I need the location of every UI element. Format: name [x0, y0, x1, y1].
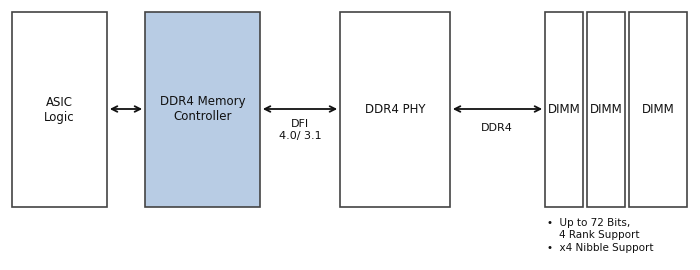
- Text: DIMM: DIMM: [642, 103, 674, 116]
- Bar: [587, 12, 625, 207]
- Text: DIMM: DIMM: [547, 103, 580, 116]
- Text: DDR4: DDR4: [481, 123, 513, 133]
- Bar: [545, 12, 583, 207]
- Bar: [145, 12, 260, 207]
- Bar: [12, 12, 107, 207]
- Text: DIMM: DIMM: [589, 103, 622, 116]
- Text: •  x4 Nibble Support: • x4 Nibble Support: [547, 243, 654, 253]
- Text: DFI
4.0/ 3.1: DFI 4.0/ 3.1: [279, 119, 321, 141]
- Text: DDR4 Memory
Controller: DDR4 Memory Controller: [160, 96, 245, 123]
- Text: •  Up to 72 Bits,: • Up to 72 Bits,: [547, 218, 630, 228]
- Bar: [340, 12, 450, 207]
- Text: 4 Rank Support: 4 Rank Support: [559, 230, 640, 240]
- Bar: [629, 12, 687, 207]
- Text: ASIC
Logic: ASIC Logic: [44, 96, 75, 123]
- Text: DDR4 PHY: DDR4 PHY: [365, 103, 426, 116]
